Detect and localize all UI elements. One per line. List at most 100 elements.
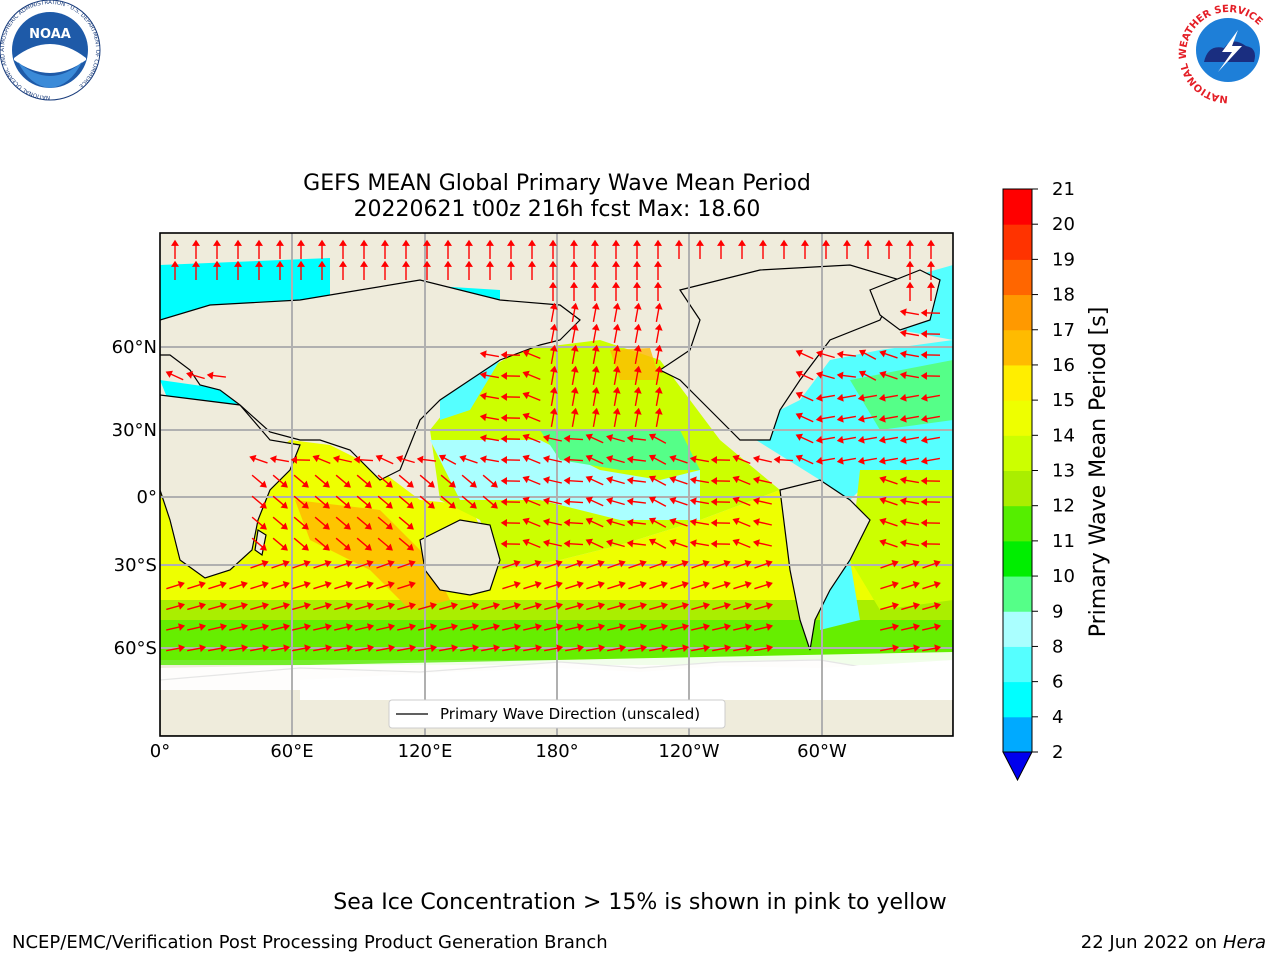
wave-arrow-head <box>199 623 207 631</box>
wave-arrow-head <box>702 602 710 610</box>
wave-arrow-head <box>745 644 753 653</box>
wave-arrow-head <box>563 518 571 527</box>
wave-arrow-head <box>752 497 760 505</box>
wave-arrow-head <box>387 580 395 589</box>
colorbar-bin <box>1003 505 1032 542</box>
wave-arrow-head <box>606 497 614 505</box>
wave-arrow-head <box>639 602 647 610</box>
wave-arrow-head <box>899 350 907 359</box>
wave-arrow-head <box>669 475 677 484</box>
wave-arrow-head <box>385 543 393 551</box>
colorbar-bin <box>1003 716 1032 753</box>
wave-arrow-head <box>276 239 284 246</box>
wave-arrow-head <box>892 644 900 653</box>
colorbar-tick-label: 4 <box>1052 707 1063 728</box>
colorbar-bin <box>1003 646 1032 683</box>
wave-arrow-head <box>773 455 781 464</box>
wave-arrow-head <box>500 455 508 464</box>
wave-arrow-head <box>325 623 333 631</box>
wave-arrow-head <box>732 517 740 526</box>
wave-arrow-head <box>815 414 823 423</box>
wave-arrow-head <box>752 476 760 484</box>
wave-arrow-head <box>493 623 501 631</box>
wave-arrow-head <box>178 623 186 631</box>
wave-arrow-head <box>444 260 452 267</box>
wave-arrow-head <box>639 580 647 589</box>
colorbar-bin <box>1003 576 1032 612</box>
wave-arrow-head <box>598 644 606 653</box>
wave-arrow-head <box>660 580 668 589</box>
wave-arrow-head <box>322 543 330 551</box>
wave-arrow-head <box>626 497 634 506</box>
wave-arrow-head <box>878 435 886 444</box>
wave-arrow-head <box>556 623 564 631</box>
wave-arrow-head <box>669 496 677 505</box>
wave-arrow-head <box>934 644 942 653</box>
wave-arrow-head <box>795 370 803 378</box>
wave-arrow-head <box>612 323 621 331</box>
wave-arrow-head <box>522 412 530 421</box>
wave-arrow-head <box>878 414 886 423</box>
wave-arrow-head <box>891 559 899 568</box>
wave-arrow-head <box>406 480 414 488</box>
wave-arrow-head <box>438 454 447 462</box>
wave-arrow-head <box>269 455 277 464</box>
wave-arrow-head <box>500 392 508 401</box>
wave-arrow-head <box>522 349 530 358</box>
wave-arrow-head <box>513 580 521 589</box>
colorbar-bin <box>1003 294 1032 331</box>
wave-arrow-head <box>626 518 634 527</box>
colorbar-tick-label: 15 <box>1052 390 1075 411</box>
wave-arrow-head <box>542 539 550 547</box>
wave-arrow-head <box>920 393 928 402</box>
wave-arrow-head <box>301 480 309 488</box>
wave-arrow-head <box>549 260 557 267</box>
wave-arrow-head <box>640 623 648 631</box>
colorbar-tick-label: 20 <box>1052 214 1075 235</box>
wave-arrow-head <box>324 559 332 568</box>
wave-arrow-head <box>633 323 642 331</box>
wave-arrow-head <box>563 455 571 464</box>
wave-arrow-head <box>556 644 564 653</box>
wave-arrow-head <box>570 386 579 394</box>
wave-arrow-head <box>513 559 521 568</box>
wave-arrow-head <box>241 644 249 653</box>
wave-arrow-head <box>387 602 395 610</box>
wave-arrow-head <box>906 281 914 288</box>
wave-arrow-head <box>500 371 508 380</box>
wave-arrow-head <box>259 543 267 551</box>
wave-arrow-head <box>648 496 657 504</box>
wave-arrow-head <box>570 281 578 288</box>
colorbar-tick-label: 21 <box>1052 179 1075 200</box>
wave-arrow-head <box>500 350 508 359</box>
wave-arrow-head <box>513 602 521 610</box>
wave-arrow-head <box>606 518 614 526</box>
wave-arrow-head <box>795 412 803 420</box>
wave-arrow-head <box>612 302 621 310</box>
wave-arrow-head <box>240 580 248 589</box>
wave-arrow-head <box>555 580 563 589</box>
wave-arrow-head <box>836 414 844 423</box>
wave-arrow-head <box>899 371 907 380</box>
wave-arrow-head <box>843 239 851 246</box>
wave-arrow-head <box>346 644 354 653</box>
wave-arrow-head <box>493 644 501 653</box>
wave-arrow-head <box>669 517 677 526</box>
wave-arrow-head <box>276 260 284 267</box>
wave-arrow-head <box>178 644 186 653</box>
colorbar-tick-label: 19 <box>1052 249 1075 270</box>
wave-arrow-head <box>585 517 593 525</box>
wave-arrow-head <box>752 518 760 526</box>
wave-arrow-head <box>836 456 844 465</box>
y-tick: 30°S <box>114 555 157 576</box>
wave-arrow-head <box>682 623 690 631</box>
wave-arrow-head <box>576 559 584 568</box>
wave-arrow-head <box>585 433 593 441</box>
colorbar-tick-label: 9 <box>1052 601 1063 622</box>
chart-title-line2: 20220621 t00z 216h fcst Max: 18.60 <box>354 197 761 222</box>
wave-arrow-head <box>430 644 438 653</box>
wave-arrow-head <box>318 260 326 267</box>
wave-arrow-head <box>255 260 263 267</box>
wave-arrow-head <box>724 644 732 653</box>
wave-arrow-head <box>448 480 456 488</box>
